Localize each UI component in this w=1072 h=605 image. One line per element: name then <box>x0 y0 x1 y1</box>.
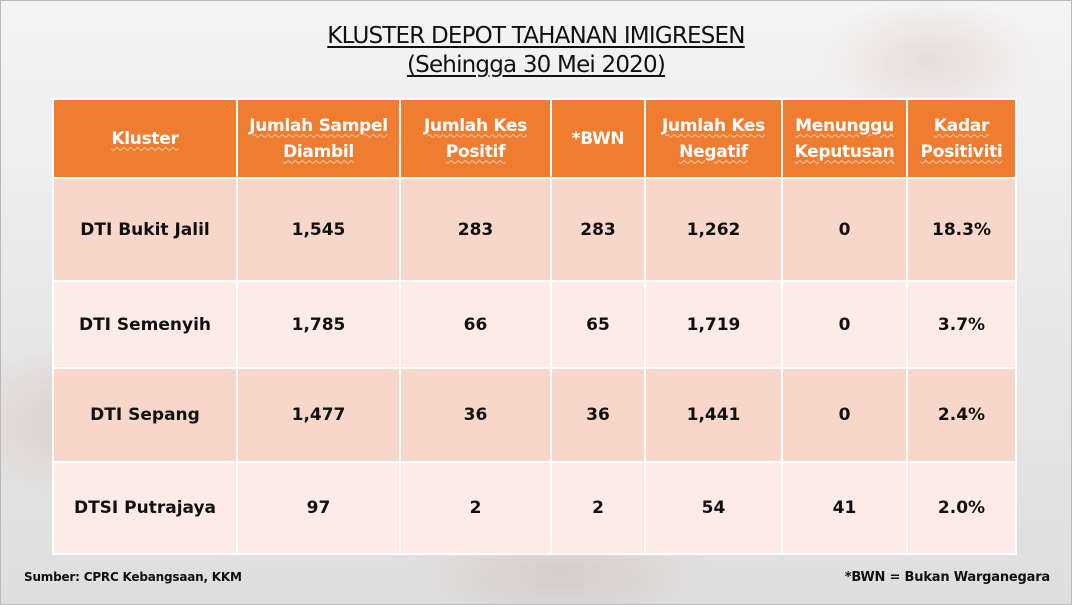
cell-bwn: 283 <box>550 177 646 282</box>
cell-kadar-positiviti: 3.7% <box>906 280 1017 369</box>
cell-kes-negatif: 54 <box>644 461 783 555</box>
cell-bwn: 36 <box>550 367 646 463</box>
slide-title: KLUSTER DEPOT TAHANAN IMIGRESEN (Sehingg… <box>0 22 1072 80</box>
cell-kadar-positiviti: 2.0% <box>906 461 1017 555</box>
cell-menunggu-keputusan: 0 <box>781 367 908 463</box>
header-cell-kluster: Kluster <box>52 98 238 179</box>
header-cell-jumlah-sampel: Jumlah Sampel Diambil <box>236 98 401 179</box>
table-row: DTSI Putrajaya 97 2 2 54 41 2.0% <box>52 461 1017 555</box>
title-line-2: (Sehingga 30 Mei 2020) <box>406 52 666 78</box>
cell-jumlah-sampel: 1,785 <box>236 280 401 369</box>
header-cell-jumlah-kes-negatif: Jumlah Kes Negatif <box>644 98 783 179</box>
source-note: Sumber: CPRC Kebangsaan, KKM <box>24 570 242 584</box>
cell-kes-positif: 283 <box>399 177 552 282</box>
cluster-table: Kluster Jumlah Sampel Diambil Jumlah Kes… <box>52 98 1017 555</box>
cell-menunggu-keputusan: 0 <box>781 177 908 282</box>
bwn-footnote: *BWN = Bukan Warganegara <box>844 570 1050 585</box>
table-header: Kluster Jumlah Sampel Diambil Jumlah Kes… <box>52 98 1017 179</box>
header-row: Kluster Jumlah Sampel Diambil Jumlah Kes… <box>52 98 1017 179</box>
cell-jumlah-sampel: 1,477 <box>236 367 401 463</box>
header-cell-kadar-positiviti: Kadar Positiviti <box>906 98 1017 179</box>
cell-kes-negatif: 1,262 <box>644 177 783 282</box>
cell-kluster: DTI Sepang <box>52 367 238 463</box>
cell-kadar-positiviti: 2.4% <box>906 367 1017 463</box>
cell-jumlah-sampel: 1,545 <box>236 177 401 282</box>
cell-bwn: 65 <box>550 280 646 369</box>
cell-kes-positif: 66 <box>399 280 552 369</box>
header-cell-jumlah-kes-positif: Jumlah Kes Positif <box>399 98 552 179</box>
table-body: DTI Bukit Jalil 1,545 283 283 1,262 0 18… <box>52 177 1017 555</box>
cell-kes-negatif: 1,441 <box>644 367 783 463</box>
cell-menunggu-keputusan: 41 <box>781 461 908 555</box>
cell-kluster: DTI Semenyih <box>52 280 238 369</box>
table-row: DTI Bukit Jalil 1,545 283 283 1,262 0 18… <box>52 177 1017 282</box>
cell-kluster: DTI Bukit Jalil <box>52 177 238 282</box>
cell-kes-positif: 2 <box>399 461 552 555</box>
cell-menunggu-keputusan: 0 <box>781 280 908 369</box>
table-row: DTI Semenyih 1,785 66 65 1,719 0 3.7% <box>52 280 1017 369</box>
cell-jumlah-sampel: 97 <box>236 461 401 555</box>
table-row: DTI Sepang 1,477 36 36 1,441 0 2.4% <box>52 367 1017 463</box>
header-cell-bwn: *BWN <box>550 98 646 179</box>
cell-kadar-positiviti: 18.3% <box>906 177 1017 282</box>
cell-kes-positif: 36 <box>399 367 552 463</box>
header-cell-menunggu-keputusan: Menunggu Keputusan <box>781 98 908 179</box>
cell-kluster: DTSI Putrajaya <box>52 461 238 555</box>
cell-bwn: 2 <box>550 461 646 555</box>
title-line-1: KLUSTER DEPOT TAHANAN IMIGRESEN <box>327 23 745 49</box>
cell-kes-negatif: 1,719 <box>644 280 783 369</box>
